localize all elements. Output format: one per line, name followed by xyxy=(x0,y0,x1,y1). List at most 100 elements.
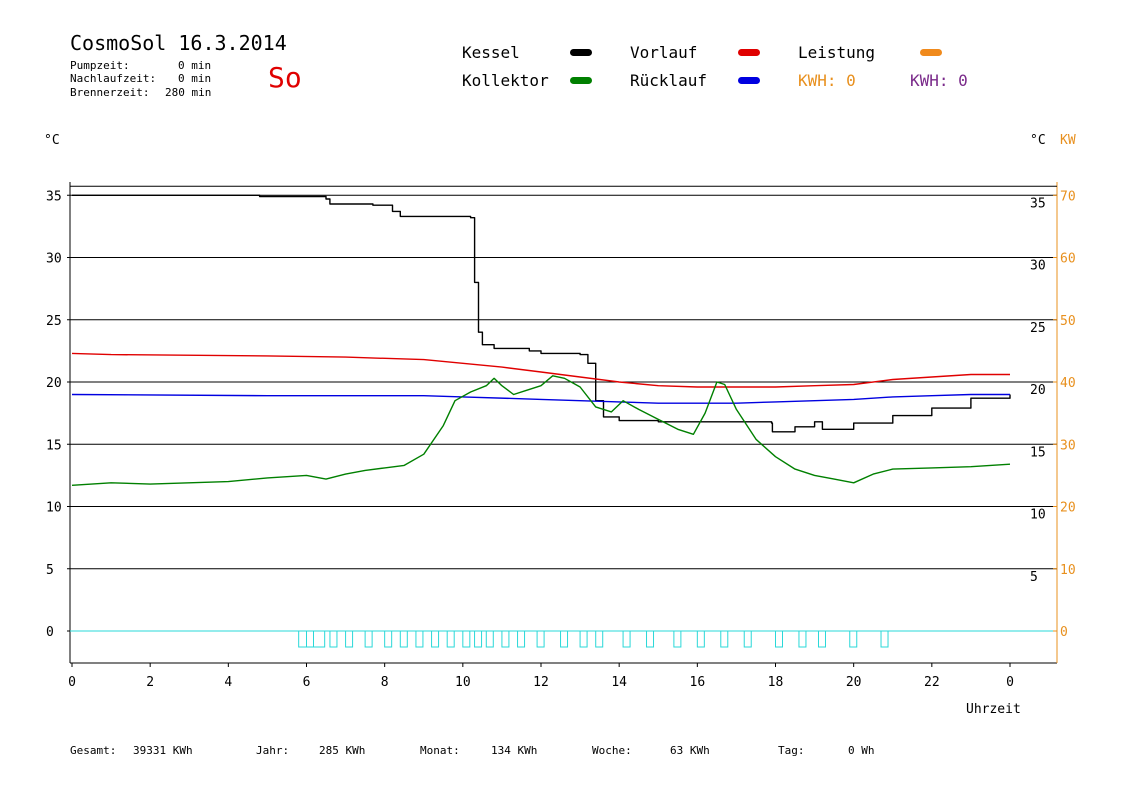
pump-marker xyxy=(415,630,424,648)
stat-nachlaufzeit-value: 0 min xyxy=(178,72,212,85)
legend-kwh-other: KWH: 0 xyxy=(910,71,968,90)
x-tick-label: 6 xyxy=(303,675,311,690)
pump-marker xyxy=(622,630,631,648)
pump-marker xyxy=(646,630,655,648)
legend-kollektor-swatch xyxy=(570,77,592,84)
legend-ruecklauf-label: Rücklauf xyxy=(630,71,708,90)
pump-marker xyxy=(696,630,705,648)
y-tick-right-c: 20 xyxy=(1030,383,1046,398)
legend-leistung-label: Leistung xyxy=(798,43,876,62)
pump-marker xyxy=(517,630,526,648)
weekday-label: So xyxy=(268,61,302,94)
footer-gesamt-value: 39331 KWh xyxy=(133,744,193,757)
footer-woche-value: 63 KWh xyxy=(670,744,710,757)
legend-vorlauf-label: Vorlauf xyxy=(630,43,698,62)
x-tick-label: 2 xyxy=(146,675,154,690)
legend-kessel-label: Kessel xyxy=(462,43,520,62)
footer-tag-value: 0 Wh xyxy=(848,744,875,757)
legend-vorlauf-swatch xyxy=(738,49,760,56)
pump-marker xyxy=(431,630,440,648)
y-tick-right-c: 25 xyxy=(1030,321,1046,336)
pump-marker xyxy=(673,630,682,648)
x-tick-label: 12 xyxy=(533,675,549,690)
pump-marker xyxy=(775,630,783,648)
stat-pumpzeit-value: 0 min xyxy=(178,59,212,72)
pump-marker xyxy=(329,630,338,648)
footer-jahr-label: Jahr: xyxy=(256,744,290,757)
y-tick-right-kw: 0 xyxy=(1060,625,1068,640)
pump-marker xyxy=(798,630,807,648)
y-tick-right-kw: 70 xyxy=(1060,189,1076,204)
legend-ruecklauf-swatch xyxy=(738,77,760,84)
x-tick-label: 4 xyxy=(224,675,232,690)
legend-kessel-swatch xyxy=(570,49,592,56)
pump-marker xyxy=(446,630,455,648)
pump-marker xyxy=(306,630,314,648)
x-tick-label: 18 xyxy=(768,675,784,690)
pump-marker xyxy=(595,630,604,648)
legend-kollektor-label: Kollektor xyxy=(462,71,549,90)
y-tick-right-kw: 60 xyxy=(1060,252,1076,267)
y-tick-left: 0 xyxy=(46,625,54,640)
legend-kwh-leistung: KWH: 0 xyxy=(798,71,856,90)
pump-marker xyxy=(849,630,858,648)
y-tick-right-kw: 20 xyxy=(1060,501,1076,516)
footer-jahr-value: 285 KWh xyxy=(319,744,366,757)
x-tick-label: 22 xyxy=(924,675,940,690)
x-tick-label: 20 xyxy=(846,675,862,690)
y-tick-right-kw: 50 xyxy=(1060,314,1076,329)
footer-woche-label: Woche: xyxy=(592,744,632,757)
y-tick-left: 35 xyxy=(46,189,62,204)
x-tick-label: 16 xyxy=(690,675,706,690)
right-axis-unit-c: °C xyxy=(1030,133,1046,148)
footer-monat-label: Monat: xyxy=(420,744,460,757)
pump-marker xyxy=(536,630,545,648)
legend-leistung-swatch xyxy=(920,49,942,56)
series-line-rcklauf xyxy=(71,393,1010,404)
pump-marker xyxy=(485,630,494,648)
y-tick-right-kw: 30 xyxy=(1060,438,1076,453)
y-tick-left: 30 xyxy=(46,252,62,267)
y-tick-left: 15 xyxy=(46,438,62,453)
y-tick-right-c: 30 xyxy=(1030,259,1046,274)
pump-marker xyxy=(743,630,752,648)
pump-marker xyxy=(501,630,510,648)
footer-monat-value: 134 KWh xyxy=(491,744,538,757)
y-tick-right-c: 35 xyxy=(1030,196,1046,211)
series-line-kessel xyxy=(72,194,1011,433)
y-tick-right-kw: 40 xyxy=(1060,376,1076,391)
right-axis-unit-kw: KW xyxy=(1060,133,1076,148)
x-axis-label: Uhrzeit xyxy=(966,702,1021,717)
series-line-vorlauf xyxy=(71,352,1010,388)
x-tick-label: 8 xyxy=(381,675,389,690)
pump-marker xyxy=(720,630,729,648)
pump-marker xyxy=(364,630,373,648)
footer-gesamt-label: Gesamt: xyxy=(70,744,117,757)
footer-tag-label: Tag: xyxy=(778,744,805,757)
stat-brennerzeit-label: Brennerzeit: xyxy=(70,86,150,99)
pump-marker xyxy=(880,630,889,648)
y-tick-left: 25 xyxy=(46,314,62,329)
y-tick-right-c: 10 xyxy=(1030,508,1046,523)
pump-marker xyxy=(817,630,826,648)
x-tick-label: 0 xyxy=(68,675,76,690)
pump-marker xyxy=(345,630,354,648)
left-axis-unit: °C xyxy=(44,133,60,148)
stat-brennerzeit-value: 280 min xyxy=(165,86,212,99)
x-tick-label: 10 xyxy=(455,675,471,690)
pump-marker xyxy=(384,630,393,648)
pump-marker xyxy=(474,630,483,648)
stat-pumpzeit-label: Pumpzeit: xyxy=(70,59,130,72)
chart-title: CosmoSol 16.3.2014 xyxy=(70,31,287,55)
y-tick-left: 20 xyxy=(46,376,62,391)
pump-marker xyxy=(560,630,569,648)
y-tick-left: 5 xyxy=(46,563,54,578)
y-tick-right-c: 15 xyxy=(1030,445,1046,460)
pump-marker xyxy=(399,630,408,648)
y-tick-left: 10 xyxy=(46,501,62,516)
x-tick-label: 0 xyxy=(1006,675,1014,690)
pump-marker xyxy=(462,630,471,648)
y-tick-right-kw: 10 xyxy=(1060,563,1076,578)
stat-nachlaufzeit-label: Nachlaufzeit: xyxy=(70,72,157,85)
